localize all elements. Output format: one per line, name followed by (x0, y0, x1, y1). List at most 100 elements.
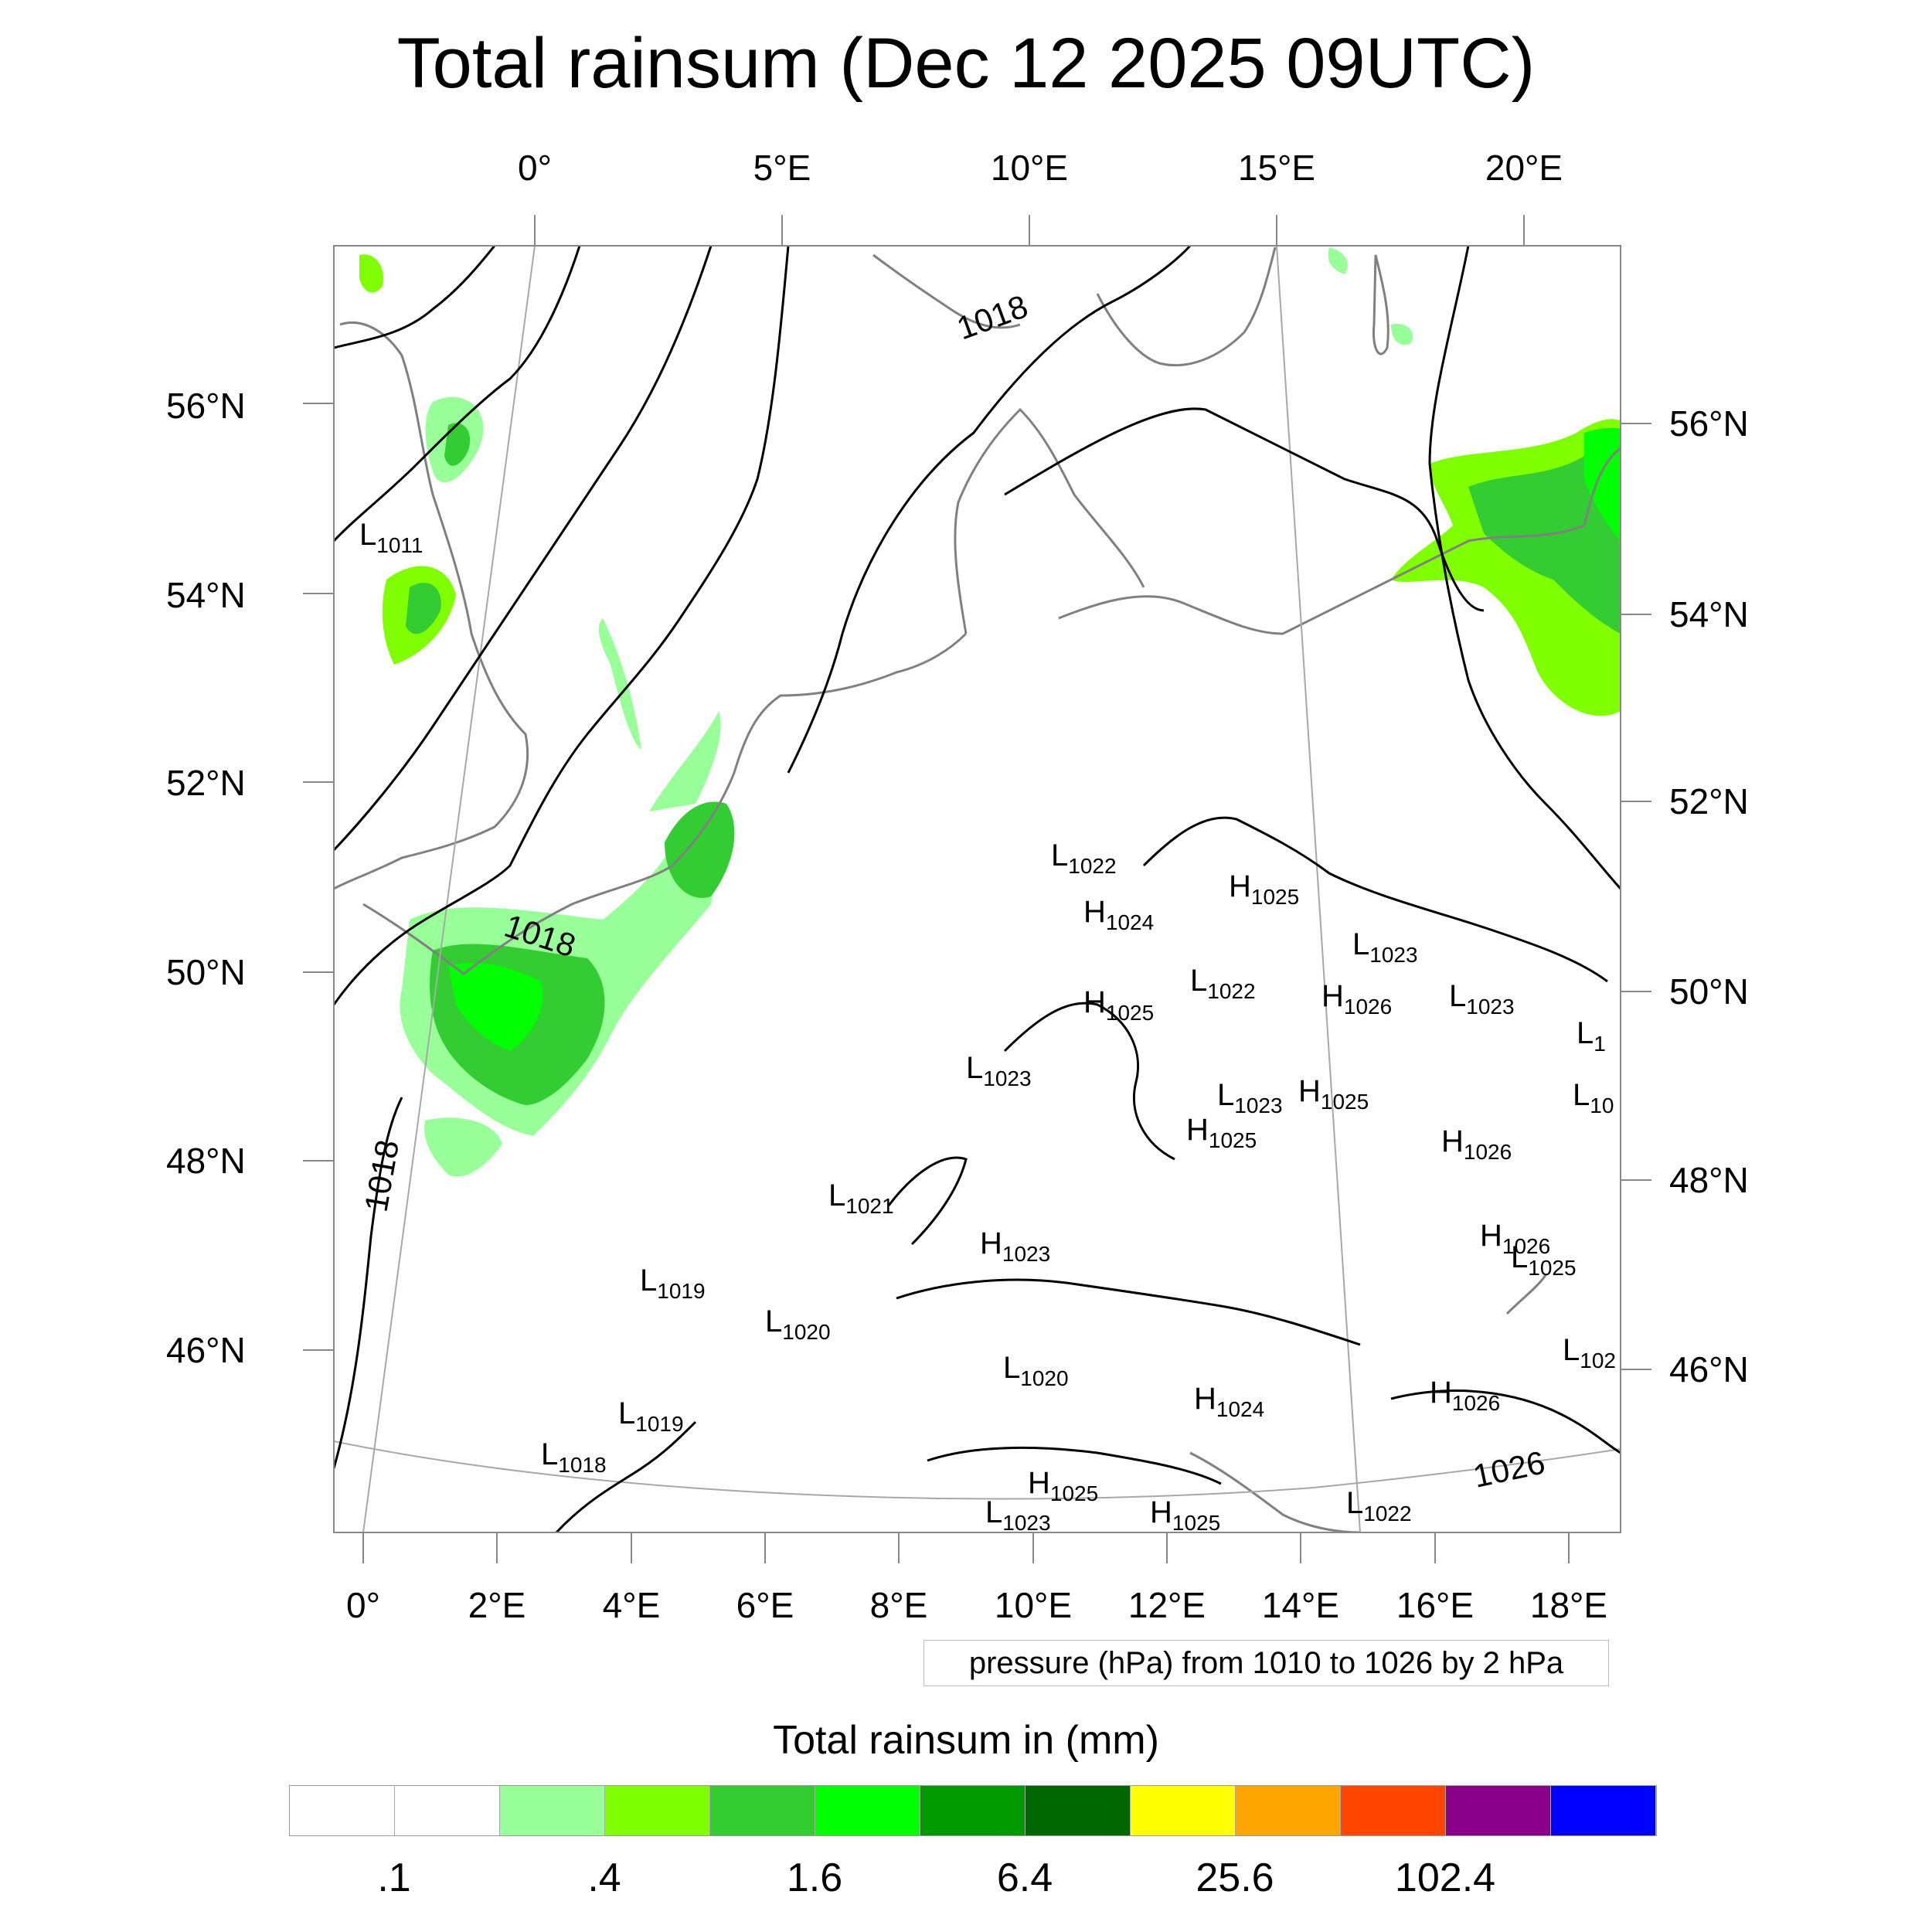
right-tick-1: 54°N (1669, 594, 1749, 634)
pressure-center: H1025 (1229, 869, 1299, 909)
left-tick-3: 50°N (166, 952, 246, 992)
left-tick-1: 54°N (166, 575, 246, 615)
pressure-center: L1019 (618, 1396, 684, 1436)
pressure-center: L1020 (765, 1304, 831, 1344)
pressure-center: H1024 (1083, 895, 1154, 934)
pressure-center: H1025 (1186, 1113, 1257, 1152)
meridian-0 (362, 246, 536, 1532)
pressure-center: L10 (1573, 1078, 1614, 1117)
colorbar-label: 102.4 (1394, 1855, 1496, 1900)
meridian-15e (1276, 246, 1361, 1532)
right-tick-5: 46°N (1669, 1349, 1749, 1389)
pressure-center: H1025 (1083, 985, 1154, 1025)
right-tick-3: 50°N (1669, 971, 1749, 1012)
pressure-center: H1023 (980, 1226, 1050, 1266)
colorbar-swatch (1551, 1786, 1656, 1835)
rain-area-netherlands (665, 801, 735, 898)
pressure-center: H1025 (1028, 1466, 1098, 1505)
coast-france-north (362, 864, 673, 975)
colorbar-swatch (1446, 1786, 1551, 1835)
pressure-center: L1 (1577, 1016, 1606, 1056)
rain-area-england-mid-core (406, 583, 441, 634)
pressure-center: L1023 (1352, 927, 1418, 967)
bottom-tick-2: 4°E (602, 1585, 661, 1625)
parallel-45n (334, 1440, 1621, 1500)
colorbar-swatch (1131, 1786, 1236, 1835)
colorbar-label: 25.6 (1196, 1855, 1274, 1900)
rain-area-baltic-core (1468, 448, 1621, 634)
bottom-tick-0: 0° (346, 1585, 380, 1625)
colorbar-label: 6.4 (996, 1855, 1053, 1900)
isobar-east (1428, 246, 1621, 890)
colorbar (289, 1785, 1657, 1836)
coast-great-britain (334, 321, 529, 890)
colorbar-swatch (290, 1786, 395, 1835)
coast-sweden (1096, 247, 1277, 367)
pressure-center: H1025 (1150, 1495, 1220, 1535)
colorbar-label: .4 (587, 1855, 621, 1900)
colorbar-label: .1 (377, 1855, 411, 1900)
isobar-label-southeast: 1026 (1470, 1444, 1548, 1494)
pressure-center: H1026 (1480, 1219, 1550, 1258)
bottom-tick-3: 6°E (736, 1585, 794, 1625)
top-tick-2: 10°E (990, 148, 1069, 188)
bottom-tick-9: 18°E (1529, 1585, 1608, 1625)
coast-low-countries (671, 632, 968, 867)
right-tick-2: 52°N (1669, 781, 1749, 821)
coast-gotland (1372, 254, 1389, 355)
isobar-4 (334, 246, 790, 1005)
coast-adriatic (1189, 1451, 1361, 1532)
left-tick-4: 48°N (166, 1141, 246, 1181)
top-tick-4: 20°E (1485, 148, 1563, 188)
isobar-south-2 (1390, 1389, 1621, 1454)
pressure-center: L1022 (1190, 964, 1256, 1003)
pressure-center: L1023 (985, 1495, 1051, 1535)
colorbar-swatch (1026, 1786, 1131, 1835)
colorbar-swatch (500, 1786, 605, 1835)
isobar-1018-west (334, 1097, 403, 1469)
bottom-tick-5: 10°E (994, 1585, 1073, 1625)
top-tick-3: 15°E (1237, 148, 1316, 188)
pressure-center: L1023 (1449, 979, 1515, 1019)
coast-denmark (954, 407, 1145, 634)
isobar-3 (334, 246, 713, 852)
colorbar-swatch (1341, 1786, 1446, 1835)
pressure-center: L1018 (541, 1437, 607, 1477)
rain-area-channel-bright (448, 963, 543, 1051)
bottom-tick-6: 12°E (1128, 1585, 1206, 1625)
rain-area-england-north-core (444, 423, 471, 466)
left-tick-2: 52°N (166, 763, 246, 803)
coast-lake-neusiedl (1505, 1274, 1547, 1315)
colorbar-swatch (395, 1786, 500, 1835)
rain-area-france-small (424, 1117, 502, 1177)
pressure-center: L1022 (1346, 1486, 1412, 1526)
rain-area-baltic-small-2 (1328, 247, 1348, 274)
isobar-label-west: 1018 (358, 1137, 406, 1214)
rain-area-baltic-small (1391, 324, 1413, 345)
legend-title: Total rainsum in (mm) (773, 1718, 1159, 1763)
rain-area-scotland (359, 254, 383, 293)
pressure-centers: L1011 L1022 H1024 H1025 L1023 L1022 H102… (359, 518, 1616, 1535)
colorbar-swatch (710, 1786, 815, 1835)
map-title: Total rainsum (Dec 12 2025 09UTC) (396, 24, 1536, 103)
right-tick-4: 48°N (1669, 1160, 1749, 1200)
top-tick-0: 0° (518, 148, 552, 188)
coastlines (334, 247, 1621, 1532)
pressure-center: L1022 (1051, 838, 1117, 878)
colorbar-label: 1.6 (786, 1855, 843, 1900)
pressure-center: L102 (1563, 1333, 1616, 1372)
coast-baltic-east (1583, 447, 1621, 526)
pressure-note: pressure (hPa) from 1010 to 1026 by 2 hP… (923, 1640, 1609, 1686)
colorbar-swatch (605, 1786, 710, 1835)
isobar-label-north: 1018 (952, 287, 1032, 346)
pressure-center: H1026 (1321, 979, 1392, 1019)
isobars (334, 246, 1621, 1532)
pressure-center: L1019 (640, 1264, 706, 1303)
right-tick-0: 56°N (1669, 403, 1749, 444)
pressure-center: L1020 (1003, 1351, 1069, 1390)
colorbar-swatch (815, 1786, 920, 1835)
left-tick-5: 46°N (166, 1330, 246, 1370)
bottom-tick-7: 14°E (1261, 1585, 1340, 1625)
isobar-south (927, 1446, 1222, 1485)
